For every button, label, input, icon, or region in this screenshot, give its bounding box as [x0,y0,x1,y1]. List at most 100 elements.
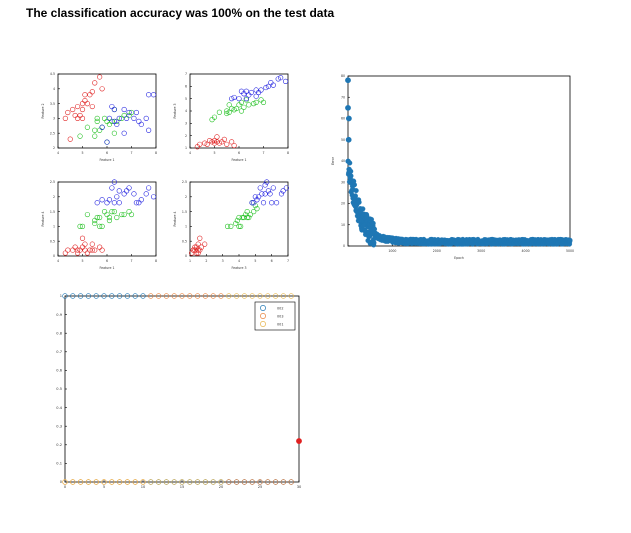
data-point [347,160,353,166]
data-point [211,114,218,120]
data-point [77,293,84,299]
data-point [65,247,71,253]
data-point [238,108,245,114]
data-point [97,214,103,221]
scatter-feature3-vs-feature4: 1 2 3 4 5 6 7 0 0.5 1 1.5 2 2.5 Feature 3 Feature 4 [173,179,289,270]
x-tick-label: 7 [262,151,264,155]
x-tick-label: 10 [141,485,146,489]
data-point [140,293,146,299]
data-point [70,106,76,113]
data-point [241,104,247,110]
data-point [224,141,230,147]
data-point [371,240,377,246]
data-point [249,293,255,299]
data-point [106,217,113,224]
data-point [99,197,105,203]
data-point [211,140,218,146]
data-point [254,206,260,212]
data-point [89,247,95,253]
data-point [272,479,279,485]
data-point [114,214,120,221]
data-point [155,479,162,485]
data-point [97,244,103,250]
data-point [146,92,152,98]
data-point [224,108,230,114]
data-point [62,479,68,485]
data-point [226,293,232,299]
data-point [146,185,152,191]
data-point [265,293,271,299]
x-axis-label: Feature 1 [231,158,246,162]
data-point [116,200,122,206]
y-tick-label: 10 [341,223,345,227]
network-output-chart: 0 5 10 15 20 25 30 0 0.1 0.2 0.3 0.4 0.5 0.6 0.7 0.8 0.9… [56,293,302,489]
y-tick-label: 80 [341,74,345,78]
y-tick-label: 4.5 [50,72,55,76]
y-tick-label: 0.4 [56,406,62,410]
data-point [84,100,91,107]
data-point [221,136,227,142]
y-tick-label: 1 [185,146,187,150]
data-point [243,97,249,103]
data-point [187,293,193,299]
x-tick-label: 2 [205,259,207,263]
data-point [345,136,352,143]
page-title: The classification accuracy was 100% on … [26,6,335,20]
data-point [94,214,100,221]
data-point [187,479,193,485]
y-tick-label: 6 [185,85,187,89]
data-point [210,293,216,299]
data-point [206,137,213,144]
x-axis-label: Feature 3 [231,266,246,270]
data-point [101,479,107,485]
data-point [72,244,78,250]
data-point [360,206,366,212]
x-tick-label: 4 [57,259,59,263]
x-tick-label: 8 [155,151,157,155]
legend-label: 002 [277,306,283,310]
y-tick-label: 0.5 [50,239,55,243]
data-point [121,211,127,218]
data-point [262,191,268,197]
data-point [251,100,257,107]
x-tick-label: 2000 [433,249,441,253]
data-point [282,78,289,84]
data-point [254,197,260,203]
data-point [234,217,240,224]
x-tick-label: 8 [155,259,157,263]
data-point [93,479,99,485]
data-point [211,137,218,144]
x-tick-label: 6 [106,151,108,155]
x-tick-label: 5 [81,151,83,155]
y-tick-label: 4 [185,109,187,113]
y-axis-label: Feature 4 [41,211,45,226]
data-point [195,247,201,253]
data-point [202,293,209,299]
x-tick-label: 30 [297,485,302,489]
y-axis-label: Error [331,156,335,164]
data-point [99,124,105,130]
data-point [218,293,224,299]
data-point [197,141,203,147]
data-point [74,103,81,110]
data-point [87,92,93,98]
data-point [259,191,265,197]
x-tick-label: 15 [180,485,185,489]
data-point [193,247,200,253]
data-point [111,130,117,136]
data-point [257,293,263,299]
data-point [82,98,88,104]
data-point [345,77,351,84]
data-point [226,109,232,115]
data-point [116,188,122,194]
data-point [198,244,205,250]
data-point [67,136,73,142]
data-point [210,479,216,485]
data-point [93,293,99,299]
data-point [109,293,115,299]
data-point [231,107,237,113]
error-vs-epoch-chart: 1000 2000 3000 4000 5000 0 10 20 30 40 50 60 70 80 Epo… [331,74,574,260]
data-point [238,99,245,105]
data-point [123,188,130,194]
y-tick-label: 2.5 [50,131,55,135]
